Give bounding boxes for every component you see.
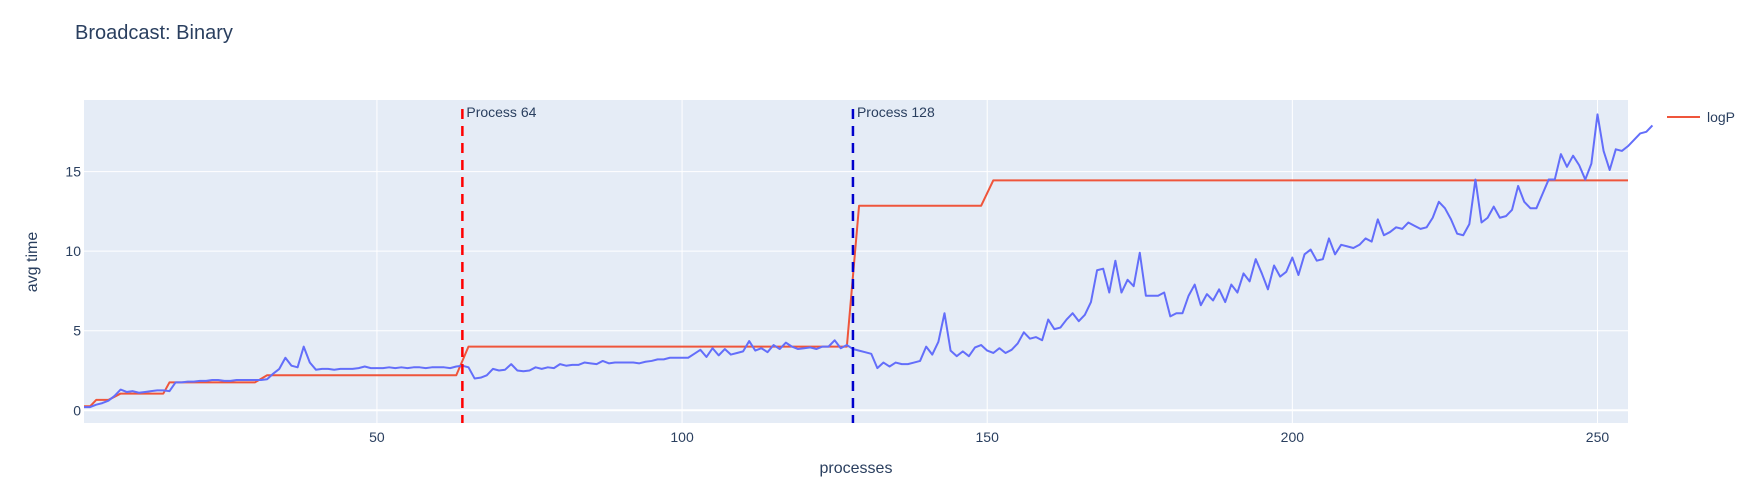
x-tick-label: 100 bbox=[670, 429, 694, 445]
y-tick-label: 10 bbox=[65, 243, 81, 259]
y-tick-label: 0 bbox=[73, 402, 81, 418]
chart-title: Broadcast: Binary bbox=[75, 22, 233, 44]
series-avg-time-line bbox=[84, 113, 1654, 409]
x-axis-title: processes bbox=[820, 460, 893, 477]
y-axis-ticks: 0 5 10 15 bbox=[65, 164, 81, 419]
x-tick-label: 200 bbox=[1281, 429, 1305, 445]
series-layer bbox=[84, 113, 1654, 409]
y-tick-label: 5 bbox=[73, 323, 81, 339]
legend[interactable]: logP bbox=[1667, 109, 1735, 125]
annotation-label-process-128: Process 128 bbox=[857, 104, 935, 120]
x-tick-label: 50 bbox=[369, 429, 385, 445]
y-tick-label: 15 bbox=[65, 164, 81, 180]
annotations: Process 64 Process 128 bbox=[461, 104, 935, 423]
x-tick-label: 250 bbox=[1586, 429, 1610, 445]
series-logP-line bbox=[84, 179, 1628, 408]
y-axis-title: avg time bbox=[24, 232, 41, 293]
legend-label-logP: logP bbox=[1707, 109, 1735, 125]
x-tick-label: 150 bbox=[976, 429, 1000, 445]
annotation-label-process-64: Process 64 bbox=[466, 104, 536, 120]
x-axis-ticks: 50 100 150 200 250 bbox=[369, 429, 1609, 445]
gridlines bbox=[84, 100, 1628, 423]
